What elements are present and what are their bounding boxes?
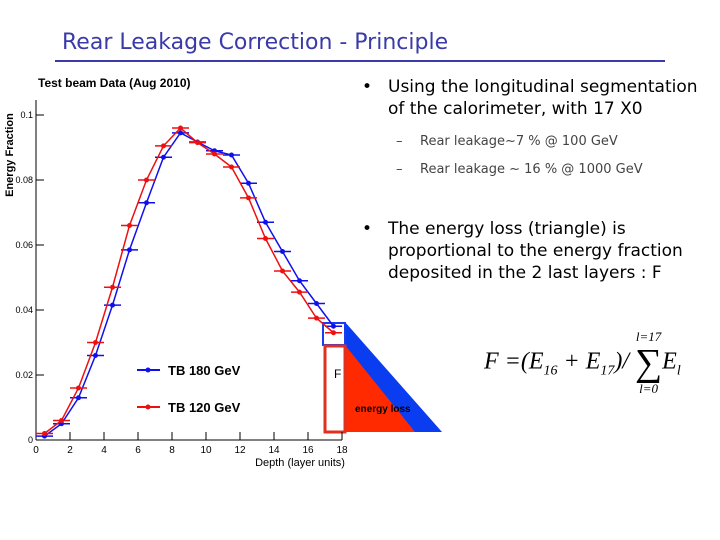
t: 16 [543,363,558,379]
x-tick-label: 18 [336,445,348,456]
point [144,177,149,183]
point [246,195,251,201]
point [42,431,47,436]
point [246,180,251,186]
t: E [662,348,677,375]
x-tick-label: 8 [169,445,175,456]
f: F [484,348,499,375]
legend-point [145,367,151,373]
y-tick-label: 0.04 [15,305,33,315]
sub-bullet: Rear leakage ~ 16 % @ 1000 GeV [388,156,710,184]
legend-label: TB 180 GeV [168,363,241,378]
series-line [44,131,335,437]
point [297,278,302,284]
y-tick-label: 0 [28,435,33,445]
loss-label: energy loss [355,404,411,415]
f-label: F [334,367,341,381]
legend-point [145,404,151,410]
bullet: The energy loss (triangle) is proportion… [360,218,710,284]
point [161,154,166,160]
bullet-text: Using the longitudinal segmentation of t… [388,77,698,119]
series-line [44,126,334,435]
x-tick-label: 14 [268,445,280,456]
x-label: Depth (layer units) [255,457,345,469]
legend-label: TB 120 GeV [168,400,241,415]
x-tick-label: 6 [135,445,141,456]
x-tick-label: 2 [67,445,73,456]
eq: = [504,348,521,375]
point [93,353,98,358]
point [144,200,149,206]
t: + E [557,348,601,375]
x-tick-label: 16 [302,445,314,456]
point [331,330,336,336]
sum: l=17 ∑ l=0 [635,330,662,396]
t: 17 [600,363,615,379]
x-tick-label: 0 [33,445,39,456]
y-label: Energy Fraction [4,113,16,197]
point [314,301,319,306]
triangle-red [345,345,415,432]
chart-header: Test beam Data (Aug 2010) [38,76,191,90]
point [263,219,268,225]
point [331,323,336,329]
point [263,236,268,241]
point [110,302,115,308]
bullet: Using the longitudinal segmentation of t… [360,76,710,184]
point [127,247,132,253]
t: ∑ [635,342,663,384]
title-rule [55,60,665,62]
point [161,143,166,149]
box-red [323,344,347,434]
point [178,125,183,131]
point [280,249,285,254]
point [212,151,217,157]
t: l=17 [635,329,662,344]
point [178,130,183,136]
x-tick-label: 10 [200,445,212,456]
bullets: Using the longitudinal segmentation of t… [360,76,710,284]
slide-title: Rear Leakage Correction - Principle [62,30,449,55]
point [314,315,319,321]
t: )/ [614,348,630,375]
t: (E [520,348,544,375]
point [76,385,81,391]
t: l=0 [639,381,659,396]
point [229,152,234,158]
point [93,340,98,345]
x-tick-label: 4 [101,445,107,456]
point [297,289,302,295]
y-tick-label: 0.1 [20,110,33,120]
formula: F =(E16 + E17)/ l=17 ∑ l=0 El [484,330,681,396]
point [110,284,115,290]
y-tick-label: 0.06 [15,240,33,250]
point [76,395,81,401]
sub-bullets: Rear leakage~7 % @ 100 GeV Rear leakage … [388,128,710,184]
bullet-text: The energy loss (triangle) is proportion… [388,219,683,283]
point [280,268,285,274]
y-tick-label: 0.08 [15,175,33,185]
y-tick-label: 0.02 [15,370,33,380]
t: l [676,363,681,379]
sub-bullet: Rear leakage~7 % @ 100 GeV [388,128,710,156]
x-tick-label: 12 [234,445,246,456]
point [229,164,234,170]
point [127,223,132,228]
point [59,418,64,423]
point [195,140,200,146]
